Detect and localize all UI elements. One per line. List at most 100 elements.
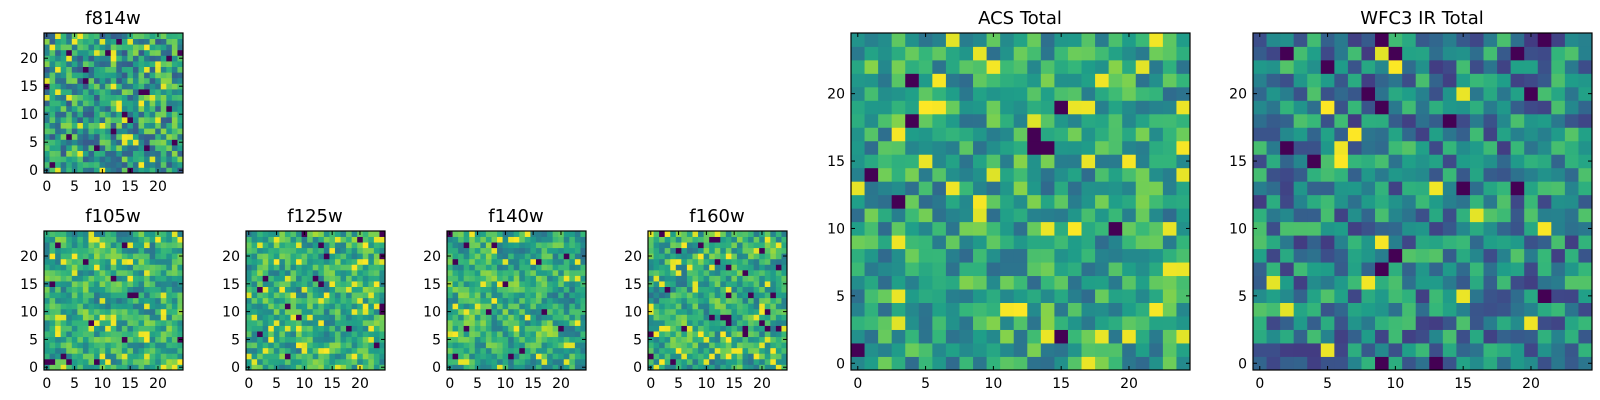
heatmap-cell: [1253, 302, 1267, 317]
heatmap-cell: [251, 331, 258, 338]
heatmap-cell: [480, 314, 487, 321]
heatmap-cell: [664, 336, 671, 343]
heatmap-cell: [781, 292, 788, 299]
heatmap-cell: [1081, 302, 1096, 317]
heatmap-cell: [698, 236, 704, 243]
heatmap-cell: [262, 281, 269, 287]
heatmap-cell: [1293, 343, 1308, 357]
heatmap-cell: [301, 347, 308, 354]
heatmap-cell: [945, 235, 960, 250]
heatmap-cell: [55, 319, 62, 326]
heatmap-cell: [1307, 113, 1322, 128]
heatmap-cell: [138, 319, 145, 326]
heatmap-cell: [1122, 33, 1137, 47]
heatmap-cell: [110, 247, 117, 254]
heatmap-cell: [66, 353, 73, 360]
heatmap-cell: [720, 269, 727, 276]
heatmap-cell: [60, 89, 67, 95]
heatmap-cell: [94, 303, 100, 310]
heatmap-cell: [1510, 356, 1525, 371]
heatmap-cell: [1361, 86, 1376, 101]
heatmap-cell: [312, 253, 319, 260]
heatmap-cell: [127, 77, 134, 84]
heatmap-cell: [44, 156, 50, 163]
heatmap-cell: [681, 236, 688, 243]
heatmap-cell: [770, 236, 777, 243]
heatmap-cell: [357, 286, 364, 293]
heatmap-cell: [552, 308, 559, 315]
heatmap-cell: [268, 297, 275, 304]
heatmap-cell: [77, 242, 84, 249]
heatmap-cell: [138, 100, 145, 107]
heatmap-cell: [973, 289, 987, 303]
heatmap-cell: [1334, 248, 1349, 263]
heatmap-cell: [346, 308, 353, 315]
heatmap-cell: [497, 325, 503, 332]
heatmap-cell: [1095, 167, 1110, 182]
heatmap-cell: [268, 236, 275, 243]
heatmap-cell: [469, 325, 476, 332]
heatmap-cell: [552, 231, 559, 237]
heatmap-cell: [659, 236, 666, 243]
heatmap-cell: [480, 286, 487, 293]
heatmap-cell: [132, 286, 139, 293]
heatmap-cell: [1027, 343, 1042, 357]
heatmap-cell: [932, 262, 947, 277]
heatmap-cell: [485, 269, 492, 276]
heatmap-cell: [1442, 356, 1457, 371]
heatmap-cell: [447, 319, 453, 326]
heatmap-cell: [379, 275, 386, 282]
heatmap-cell: [268, 269, 275, 276]
heatmap-cell: [82, 167, 89, 174]
heatmap-cell: [736, 358, 743, 365]
heatmap-cell: [121, 358, 128, 365]
heatmap-cell: [759, 286, 766, 293]
heatmap-cell: [535, 286, 542, 293]
heatmap-cell: [99, 89, 106, 95]
heatmap-cell: [1040, 262, 1055, 277]
heatmap-cell: [166, 347, 173, 354]
heatmap-cell: [1000, 221, 1015, 236]
heatmap-cell: [149, 156, 156, 163]
heatmap-cell: [574, 297, 581, 304]
x-tick-label: 0: [853, 376, 862, 392]
heatmap-cell: [312, 364, 319, 371]
heatmap-cell: [160, 44, 167, 51]
heatmap-cell: [49, 77, 56, 84]
heatmap-cell: [1415, 221, 1430, 236]
heatmap-cell: [171, 94, 178, 101]
heatmap-cell: [469, 286, 476, 293]
heatmap-cell: [66, 150, 73, 157]
heatmap-cell: [1040, 167, 1055, 182]
heatmap-cell: [918, 167, 933, 182]
heatmap-cell: [290, 364, 297, 371]
heatmap-cell: [368, 236, 375, 243]
heatmap-cell: [66, 319, 73, 326]
heatmap-cell: [547, 269, 554, 276]
heatmap-cells: [44, 231, 184, 371]
heatmap-cell: [379, 358, 386, 365]
heatmap-cell: [362, 303, 369, 310]
heatmap-cell: [171, 347, 178, 354]
heatmap-cell: [1040, 59, 1055, 74]
heatmap-cell: [1578, 275, 1593, 290]
heatmap-cell: [334, 275, 341, 282]
heatmap-cell: [986, 221, 1001, 236]
heatmap-cell: [973, 100, 987, 115]
heatmap-cell: [262, 325, 269, 332]
heatmap-cell: [323, 297, 330, 304]
heatmap-cell: [558, 281, 565, 287]
heatmap-cell: [1320, 302, 1335, 317]
heatmap-cell: [1415, 343, 1430, 357]
heatmap-cell: [55, 133, 62, 140]
heatmap-cell: [77, 94, 84, 101]
heatmap-cell: [1347, 356, 1362, 371]
heatmap-cell: [77, 33, 84, 39]
heatmap-cell: [121, 72, 128, 79]
heatmap-cell: [692, 353, 699, 360]
heatmap-cell: [1564, 329, 1579, 344]
heatmap-cell: [1320, 181, 1335, 196]
heatmap-cell: [497, 236, 503, 243]
heatmap-cell: [878, 100, 893, 115]
heatmap-cell: [166, 94, 173, 101]
